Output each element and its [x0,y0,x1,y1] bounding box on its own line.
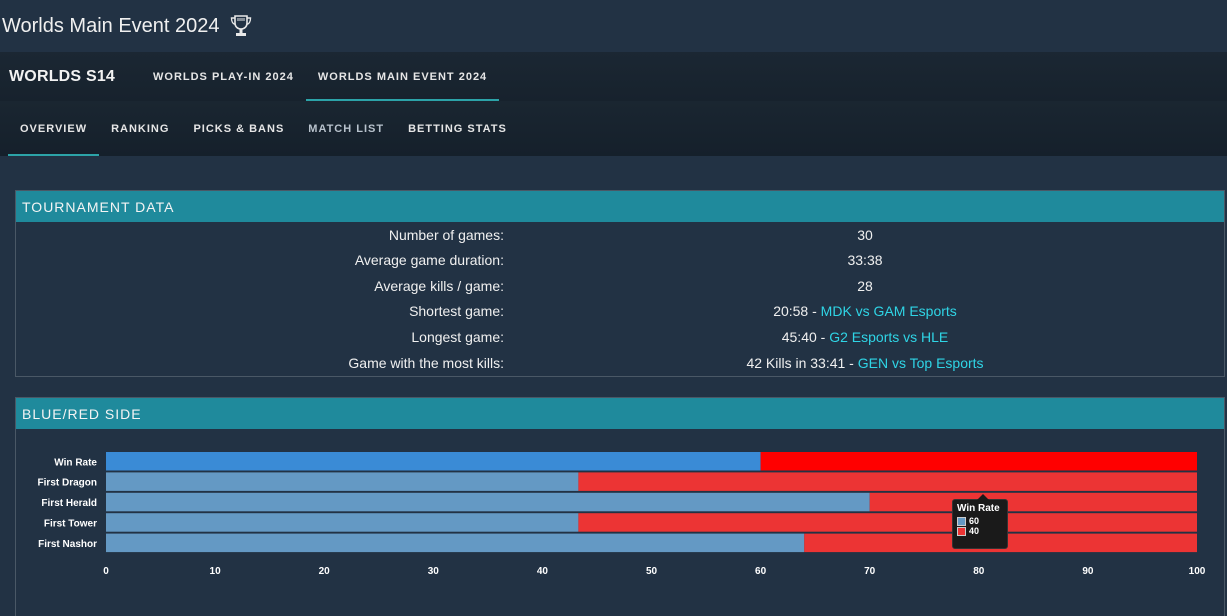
tab-match-list[interactable]: MATCH LIST [308,122,385,135]
side-bar-chart: Win Rate First Dragon First Herald First To… [38,452,1206,577]
stat-value: 30 [857,227,873,243]
bar-blue [106,533,805,553]
stat-value: 20:58 - MDK vs GAM Esports [773,303,957,319]
stat-value: 33:38 [847,252,883,268]
stat-row-kills: Average kills / game: 28 [16,274,1224,300]
category-label: First Tower [44,518,97,529]
tooltip-red-row: 40 [957,526,1003,536]
x-tick-label: 100 [1189,566,1206,577]
tooltip-blue-value: 60 [969,516,980,526]
stat-label: Game with the most kills: [348,355,504,371]
tooltip-title: Win Rate [957,503,1000,514]
x-tick-label: 60 [755,566,767,577]
tooltip-blue-row: 60 [957,516,1003,526]
side-chart: Win Rate First Dragon First Herald First To… [16,429,1224,616]
stat-row-games: Number of games: 30 [16,223,1224,249]
category-label: Win Rate [54,457,97,468]
shortest-game-link[interactable]: MDK vs GAM Esports [820,303,957,319]
x-tick-label: 40 [537,566,549,577]
stat-row-most-kills: Game with the most kills: 42 Kills in 33… [16,351,1224,377]
stat-row-duration: Average game duration: 33:38 [16,248,1224,274]
longest-game-link[interactable]: G2 Esports vs HLE [829,329,949,345]
stat-value: 45:40 - G2 Esports vs HLE [781,329,949,345]
stat-row-longest: Longest game: 45:40 - G2 Esports vs HLE [16,325,1224,351]
stat-label: Number of games: [388,227,504,243]
chart-tooltip: Win Rate 60 40 [952,494,1008,549]
tab-picks-bans[interactable]: PICKS & BANS [193,122,285,135]
stat-value: 28 [857,278,873,294]
tab-ranking[interactable]: RANKING [111,122,170,135]
bar-red [760,452,1197,471]
tournament-data-heading: TOURNAMENT DATA [16,191,1224,222]
x-tick-label: 50 [646,566,658,577]
bar-red [869,492,1197,512]
x-tick-label: 30 [428,566,440,577]
stat-row-shortest: Shortest game: 20:58 - MDK vs GAM Esport… [16,299,1224,325]
tooltip-red-value: 40 [969,526,980,536]
secondary-nav: OVERVIEW RANKING PICKS & BANS MATCH LIST… [0,101,1227,156]
tab-betting-stats[interactable]: BETTING STATS [408,122,507,135]
x-tick-label: 20 [319,566,331,577]
primary-nav: WORLDS S14 WORLDS PLAY-IN 2024 WORLDS MA… [0,52,1227,101]
bar-red [578,472,1197,491]
page-title: Worlds Main Event 2024 [2,14,220,37]
brand-link[interactable]: WORLDS S14 [9,67,116,85]
x-tick-label: 90 [1082,566,1094,577]
bar-blue [106,513,579,532]
category-label: First Herald [41,498,97,509]
stat-label: Longest game: [411,329,504,345]
x-tick-label: 70 [864,566,876,577]
x-tick-label: 0 [103,566,109,577]
stat-value: 42 Kills in 33:41 - GEN vs Top Esports [746,355,984,371]
bar-blue [106,492,870,512]
tournament-data-panel: TOURNAMENT DATA Number of games: 30 Aver… [15,190,1225,377]
category-label: First Dragon [38,478,97,489]
blue-red-side-panel: BLUE/RED SIDE Win Rate First Dragon First … [15,397,1225,616]
x-tick-label: 80 [973,566,985,577]
stat-label: Average kills / game: [374,278,504,294]
tab-worlds-main-event[interactable]: WORLDS MAIN EVENT 2024 [305,52,500,101]
x-tick-label: 10 [210,566,222,577]
bar-blue [106,472,579,491]
title-bar: Worlds Main Event 2024 [0,0,1227,52]
most-kills-game-link[interactable]: GEN vs Top Esports [857,355,984,371]
bar-red [578,513,1197,532]
red-swatch [957,526,966,536]
tab-worlds-play-in[interactable]: WORLDS PLAY-IN 2024 [153,70,294,83]
stat-label: Shortest game: [409,303,504,319]
trophy-icon [230,14,252,38]
blue-red-side-heading: BLUE/RED SIDE [16,398,1224,429]
blue-swatch [957,516,966,526]
bar-blue [106,452,761,471]
tab-overview[interactable]: OVERVIEW [8,101,100,156]
stat-label: Average game duration: [354,252,504,268]
category-label: First Nashor [38,539,97,550]
